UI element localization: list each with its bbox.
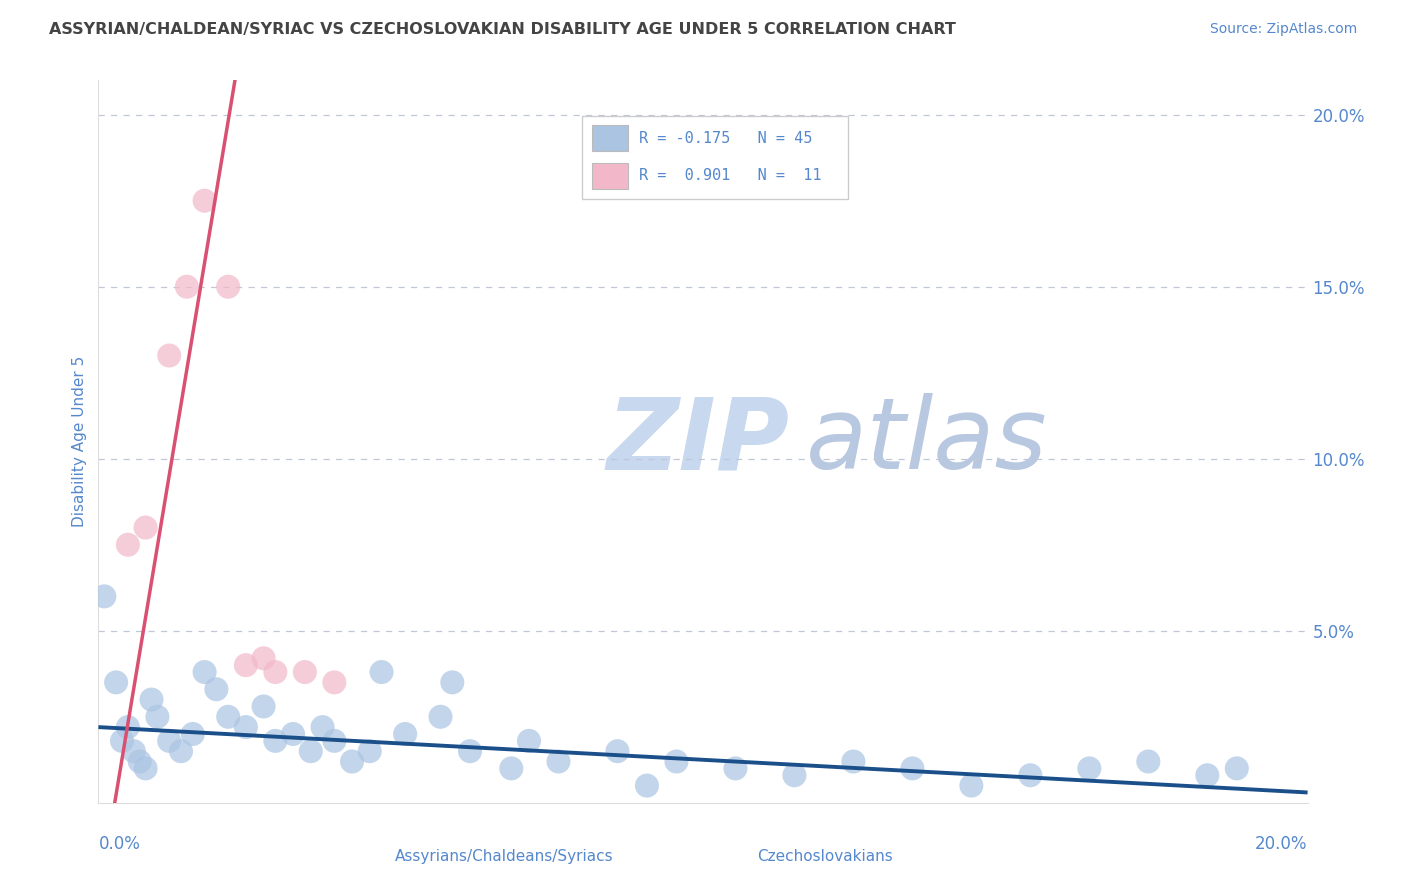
Point xyxy=(217,710,239,724)
Point xyxy=(141,692,163,706)
FancyBboxPatch shape xyxy=(703,847,745,868)
Point xyxy=(1078,761,1101,775)
Point xyxy=(501,761,523,775)
Point xyxy=(135,761,157,775)
Point xyxy=(311,720,333,734)
Point xyxy=(294,665,316,679)
Text: R =  0.901   N =  11: R = 0.901 N = 11 xyxy=(638,169,821,183)
FancyBboxPatch shape xyxy=(340,847,382,868)
Point xyxy=(176,279,198,293)
Point xyxy=(281,727,304,741)
Point xyxy=(370,665,392,679)
Point xyxy=(1226,761,1249,775)
Point xyxy=(299,744,322,758)
Point xyxy=(606,744,628,758)
Point xyxy=(181,727,204,741)
Point xyxy=(517,734,540,748)
Point xyxy=(724,761,747,775)
Text: Source: ZipAtlas.com: Source: ZipAtlas.com xyxy=(1209,22,1357,37)
Point xyxy=(340,755,363,769)
Point xyxy=(665,755,688,769)
Point xyxy=(264,734,287,748)
Point xyxy=(1019,768,1042,782)
Point xyxy=(122,744,145,758)
Point xyxy=(636,779,658,793)
Point xyxy=(111,734,134,748)
Point xyxy=(128,755,150,769)
Point xyxy=(93,590,115,604)
Point xyxy=(783,768,806,782)
Text: Assyrians/Chaldeans/Syriacs: Assyrians/Chaldeans/Syriacs xyxy=(395,849,613,864)
Point xyxy=(264,665,287,679)
Text: R = -0.175   N = 45: R = -0.175 N = 45 xyxy=(638,130,813,145)
Point xyxy=(429,710,451,724)
Point xyxy=(394,727,416,741)
Point xyxy=(117,720,139,734)
Point xyxy=(194,665,217,679)
Point xyxy=(441,675,464,690)
Text: 0.0%: 0.0% xyxy=(98,835,141,854)
Text: 20.0%: 20.0% xyxy=(1256,835,1308,854)
Point xyxy=(170,744,193,758)
Point xyxy=(1197,768,1219,782)
Point xyxy=(217,279,239,293)
Text: ASSYRIAN/CHALDEAN/SYRIAC VS CZECHOSLOVAKIAN DISABILITY AGE UNDER 5 CORRELATION C: ASSYRIAN/CHALDEAN/SYRIAC VS CZECHOSLOVAK… xyxy=(49,22,956,37)
FancyBboxPatch shape xyxy=(582,117,848,200)
Point xyxy=(458,744,481,758)
Point xyxy=(105,675,128,690)
FancyBboxPatch shape xyxy=(592,162,628,189)
Point xyxy=(117,538,139,552)
Point xyxy=(205,682,228,697)
Point xyxy=(960,779,983,793)
FancyBboxPatch shape xyxy=(592,125,628,151)
Point xyxy=(235,720,257,734)
Text: atlas: atlas xyxy=(806,393,1047,490)
Point xyxy=(1137,755,1160,769)
Point xyxy=(235,658,257,673)
Point xyxy=(157,734,180,748)
Text: Czechoslovakians: Czechoslovakians xyxy=(758,849,893,864)
Point xyxy=(901,761,924,775)
Text: ZIP: ZIP xyxy=(606,393,789,490)
Point xyxy=(146,710,169,724)
Point xyxy=(252,699,274,714)
Point xyxy=(359,744,381,758)
Point xyxy=(157,349,180,363)
Point xyxy=(194,194,217,208)
Y-axis label: Disability Age Under 5: Disability Age Under 5 xyxy=(72,356,87,527)
Point xyxy=(323,675,346,690)
Point xyxy=(323,734,346,748)
Point xyxy=(252,651,274,665)
Point xyxy=(135,520,157,534)
Point xyxy=(842,755,865,769)
Point xyxy=(547,755,569,769)
